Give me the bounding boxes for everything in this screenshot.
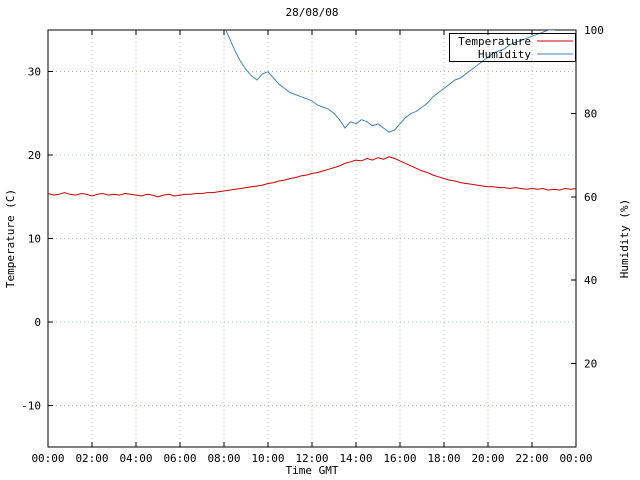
x-tick-label: 00:00 [559,452,592,465]
right-tick-label: 100 [584,24,604,37]
left-tick-label: 0 [34,316,41,329]
x-tick-label: 06:00 [163,452,196,465]
x-tick-label: 20:00 [471,452,504,465]
x-tick-label: 02:00 [75,452,108,465]
x-tick-label: 10:00 [251,452,284,465]
right-tick-label: 20 [584,358,597,371]
x-tick-label: 18:00 [427,452,460,465]
left-tick-label: 10 [28,233,41,246]
left-tick-label: 20 [28,149,41,162]
series [48,30,576,198]
left-tick-label: 30 [28,66,41,79]
x-axis-label: Time GMT [286,464,339,477]
x-tick-label: 12:00 [295,452,328,465]
legend-label-temperature: Temperature [458,35,531,48]
series-temperature-line [48,156,576,198]
x-tick-label: 16:00 [383,452,416,465]
series-humidity-line [225,30,556,133]
right-tick-label: 40 [584,274,597,287]
x-tick-label: 22:00 [515,452,548,465]
right-tick-label: 60 [584,191,597,204]
x-tick-label: 14:00 [339,452,372,465]
tick-marks [47,29,577,447]
legend-label-humidity: Humidity [478,48,531,61]
legend-box [449,33,576,62]
right-axis-label: Humidity (%) [618,199,631,278]
x-tick-label: 08:00 [207,452,240,465]
left-tick-label: -10 [21,399,41,412]
axis-labels: 00:00 02:00 04:00 06:00 08:00 10:00 12:00 14:00… [4,6,631,477]
x-tick-label: 00:00 [31,452,64,465]
x-tick-label: 04:00 [119,452,152,465]
grid [47,30,577,447]
chart-title: 28/08/08 [286,6,339,19]
left-axis-label: Temperature (C) [4,189,17,288]
right-tick-label: 80 [584,107,597,120]
